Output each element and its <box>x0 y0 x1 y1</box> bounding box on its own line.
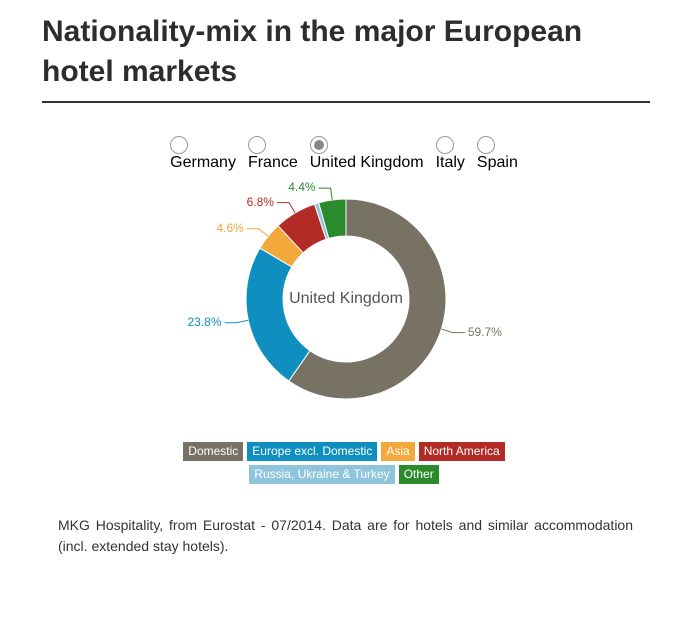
slice <box>245 247 311 382</box>
data-label: 6.8% <box>247 195 275 209</box>
option-label: France <box>247 154 298 171</box>
leader-line <box>318 187 333 201</box>
option[interactable]: France <box>247 136 298 172</box>
leader-line <box>246 228 269 237</box>
radio[interactable] <box>435 136 454 154</box>
option[interactable]: Germany <box>170 136 236 172</box>
options: Germany France United Kingdom Italy Spain <box>0 136 688 172</box>
option[interactable]: United Kingdom <box>309 136 424 172</box>
title: Nationality-mix in the major European ho… <box>42 15 583 88</box>
center-label: United Kingdom <box>289 290 403 307</box>
data-label: 59.7% <box>468 325 502 339</box>
legend-item: Europe excl. Domestic <box>247 442 378 461</box>
leader-line <box>276 202 296 214</box>
leader-line <box>441 328 465 334</box>
legend: Domestic Europe excl. Domestic Asia North A… <box>164 442 524 484</box>
legend-item: North America <box>418 442 505 461</box>
title-rule <box>42 101 650 103</box>
option-label: Spain <box>476 154 518 171</box>
chart: United Kingdom 59.7% 23.8% 4.6%6.8% 4.4% <box>188 180 502 400</box>
legend-item: Russia, Ukraine & Turkey <box>249 465 395 484</box>
data-label: 4.6% <box>216 221 244 235</box>
radio[interactable] <box>309 136 328 154</box>
option-label: Italy <box>435 154 465 171</box>
option-label: Germany <box>170 154 236 171</box>
radio[interactable] <box>476 136 495 154</box>
slice <box>288 198 447 400</box>
option[interactable]: Spain <box>476 136 518 172</box>
leader-line <box>224 319 249 324</box>
option[interactable]: Italy <box>435 136 465 172</box>
data-label: 4.4% <box>288 180 316 194</box>
legend-item: Asia <box>381 442 415 461</box>
slice <box>318 198 347 240</box>
footnote: MKG Hospitality, from Eurostat - 07/2014… <box>58 517 633 554</box>
radio[interactable] <box>247 136 266 154</box>
radio[interactable] <box>170 136 189 154</box>
legend-item: Other <box>398 465 439 484</box>
legend-item: Domestic <box>183 442 244 461</box>
data-label: 23.8% <box>188 315 222 329</box>
option-label: United Kingdom <box>309 154 424 171</box>
